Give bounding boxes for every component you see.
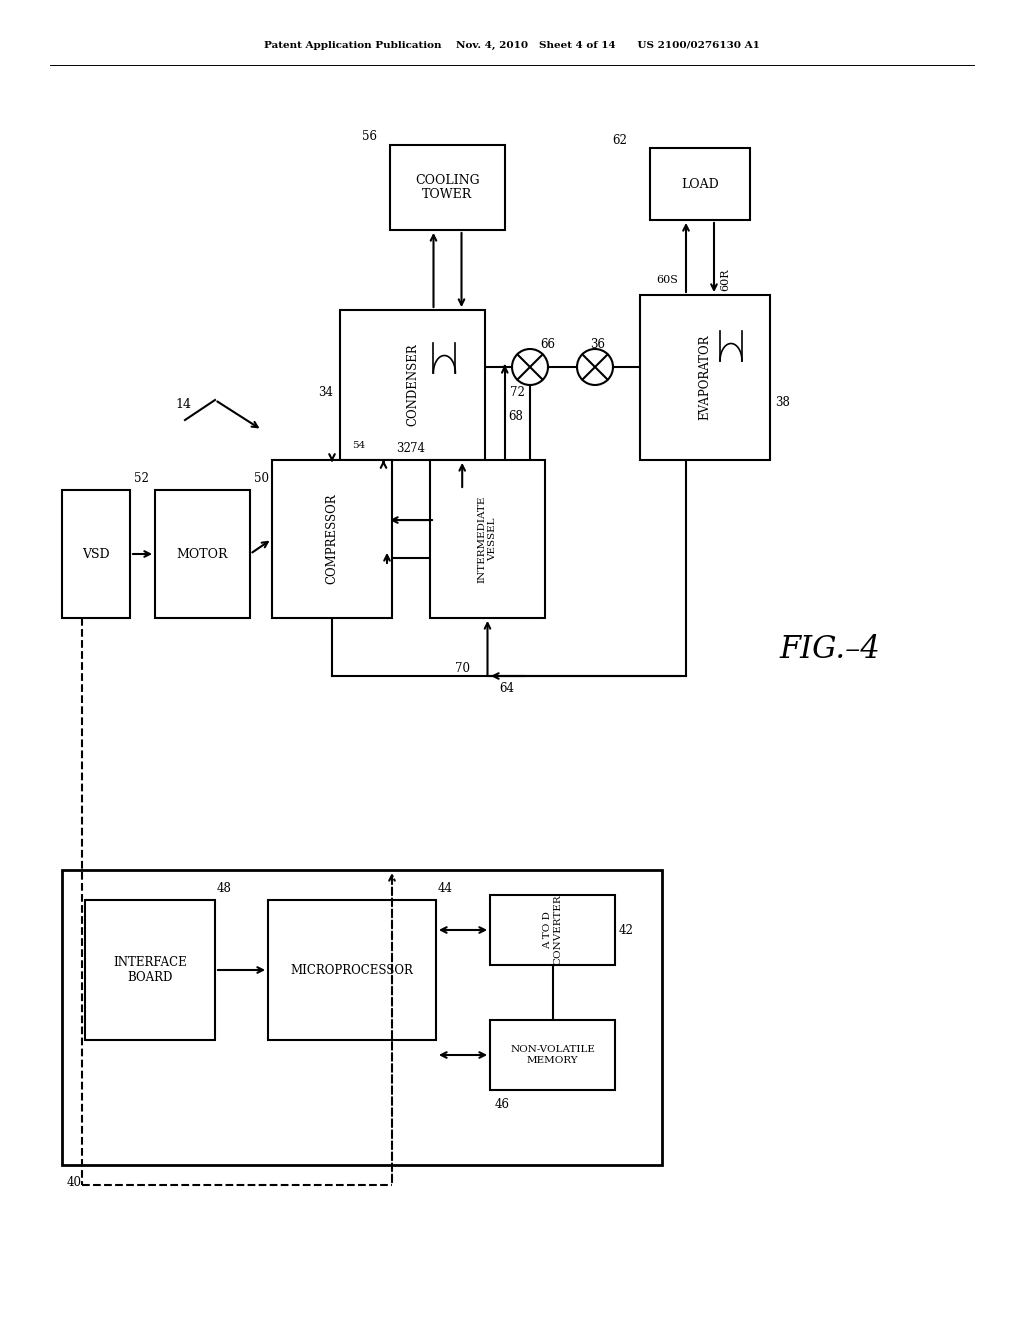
Text: MICROPROCESSOR: MICROPROCESSOR <box>291 964 414 977</box>
Text: Patent Application Publication    Nov. 4, 2010   Sheet 4 of 14      US 2100/0276: Patent Application Publication Nov. 4, 2… <box>264 41 760 50</box>
Text: 60S: 60S <box>656 275 678 285</box>
Text: 42: 42 <box>618 924 634 936</box>
Text: 36: 36 <box>590 338 605 351</box>
Text: 14: 14 <box>175 399 191 412</box>
Text: 38: 38 <box>775 396 790 409</box>
Text: EVAPORATOR: EVAPORATOR <box>698 335 712 420</box>
Text: 34: 34 <box>318 385 333 399</box>
Text: FIG.–4: FIG.–4 <box>779 635 881 665</box>
Bar <box>650 148 750 220</box>
Bar <box>62 870 662 1166</box>
Text: 66: 66 <box>540 338 555 351</box>
Text: A TO D
CONVERTER: A TO D CONVERTER <box>543 895 562 965</box>
Bar <box>155 490 250 618</box>
Bar <box>85 900 215 1040</box>
Text: 40: 40 <box>67 1176 82 1189</box>
Text: INTERMEDIATE
VESSEL: INTERMEDIATE VESSEL <box>478 495 498 582</box>
Bar <box>490 1020 615 1090</box>
Text: 68: 68 <box>508 411 523 424</box>
Bar <box>268 900 436 1040</box>
Text: NON-VOLATILE
MEMORY: NON-VOLATILE MEMORY <box>510 1045 595 1065</box>
Text: 52: 52 <box>134 471 148 484</box>
Text: 62: 62 <box>612 133 627 147</box>
Bar <box>340 310 485 459</box>
Text: 46: 46 <box>495 1098 510 1111</box>
Bar <box>62 490 130 618</box>
Text: 50: 50 <box>254 471 269 484</box>
Text: 48: 48 <box>217 882 231 895</box>
Text: 44: 44 <box>438 882 453 895</box>
Bar <box>390 145 505 230</box>
Text: 32: 32 <box>396 441 411 454</box>
Text: 60R: 60R <box>720 269 730 292</box>
Bar <box>272 459 392 618</box>
Text: LOAD: LOAD <box>681 177 719 190</box>
Text: CONDENSER: CONDENSER <box>406 343 419 426</box>
Text: 74: 74 <box>410 441 425 454</box>
Text: 56: 56 <box>362 131 377 144</box>
Text: COMPRESSOR: COMPRESSOR <box>326 494 339 585</box>
Text: 64: 64 <box>500 681 514 694</box>
Text: 70: 70 <box>455 661 469 675</box>
Text: COOLING
TOWER: COOLING TOWER <box>415 173 480 202</box>
Text: 72: 72 <box>510 385 524 399</box>
Text: 54: 54 <box>352 441 366 450</box>
Bar <box>430 459 545 618</box>
Text: INTERFACE
BOARD: INTERFACE BOARD <box>113 956 186 983</box>
Bar <box>490 895 615 965</box>
Text: VSD: VSD <box>82 548 110 561</box>
Bar <box>640 294 770 459</box>
Text: MOTOR: MOTOR <box>177 548 228 561</box>
